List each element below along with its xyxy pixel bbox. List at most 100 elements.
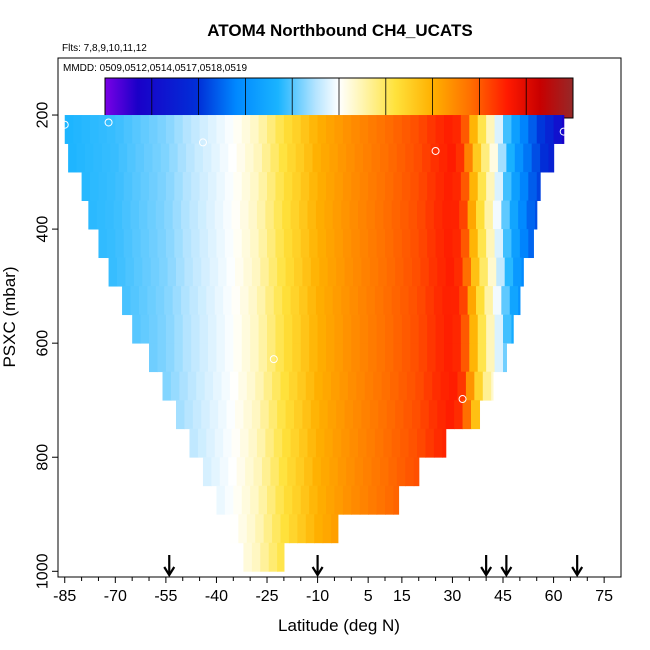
profile-arrow [571,555,584,578]
curtain-cell [450,286,460,316]
curtain-cell [226,400,236,430]
curtain-cell [282,428,292,458]
profile-arrow [163,555,176,578]
curtain-cell [535,200,538,230]
curtain-cell [73,115,83,144]
curtain-cell [133,257,143,287]
curtain-cell [256,200,266,230]
curtain-cell [476,200,486,230]
curtain-cell [519,172,529,201]
curtain-cell [132,172,142,201]
curtain-cell [518,200,528,230]
curtain-cell [514,143,524,173]
curtain-cell [241,172,251,201]
curtain-cell [283,343,293,373]
curtain-cell [272,514,282,544]
curtain-cell [300,172,310,201]
curtain-cell [149,172,159,201]
curtain-cell [199,229,209,259]
curtain-cell [268,400,278,430]
curtain-cell [164,200,174,230]
curtain-cell [149,229,159,259]
profile-arrows [163,555,584,578]
curtain-cell [438,143,448,173]
curtain-cell [199,115,209,144]
curtain-cell [354,457,364,487]
curtain-cell [263,514,273,544]
curtain-cell [208,172,218,201]
curtain-heatmap [64,115,565,572]
curtain-cell [258,229,268,259]
curtain-cell [317,314,327,344]
curtain-cell [405,143,415,173]
curtain-cell [224,229,234,259]
curtain-cell [351,343,361,373]
curtain-cell [295,457,305,487]
curtain-cell [182,172,192,201]
curtain-cell [408,200,418,230]
curtain-cell [226,257,236,287]
curtain-cell [444,229,454,259]
curtain-cell [258,485,268,515]
curtain-cell [118,143,128,173]
y-tick-label: 600 [35,330,52,357]
curtain-cell [400,286,410,316]
curtain-cell [359,343,369,373]
curtain-cell [334,115,344,144]
curtain-cell [115,115,125,144]
curtain-cell [553,115,563,144]
curtain-cell [477,314,487,344]
curtain-cell [444,314,454,344]
curtain-cell [248,286,258,316]
curtain-cell [383,286,393,316]
curtain-cell [393,485,400,515]
curtain-cell [393,229,403,259]
curtain-cell [317,115,327,144]
curtain-cell [474,371,484,401]
curtain-cell [422,143,432,173]
curtain-cell [440,371,450,401]
flights-note: Flts: 7,8,9,10,11,12 [62,43,147,54]
curtain-cell [140,172,150,201]
curtain-cell [336,257,346,287]
curtain-cell [469,229,479,259]
curtain-cell [283,229,293,259]
curtain-cell [101,143,111,173]
curtain-cell [143,143,153,173]
curtain-cell [420,400,430,430]
curtain-cell [256,428,266,458]
y-tick-label: 400 [35,216,52,243]
curtain-cell [334,314,344,344]
curtain-cell [315,286,325,316]
curtain-cell [352,400,363,430]
curtain-cell [98,115,108,144]
curtain-cell [332,200,342,230]
curtain-cell [427,172,437,201]
curtain-cell [428,257,438,287]
curtain-cell [314,514,324,544]
curtain-cell [199,343,209,373]
curtain-cell [216,115,226,144]
curtain-cell [199,314,209,344]
curtain-cell [231,200,241,230]
curtain-cell [201,257,211,287]
curtain-cell [312,457,322,487]
curtain-cell [331,371,341,401]
curtain-cell [376,343,386,373]
curtain-cell [336,400,346,430]
curtain-cell [310,257,320,287]
curtain-cell [309,314,319,344]
curtain-cell [420,257,430,287]
curtain-cell [297,514,307,544]
curtain-cell [135,143,145,173]
curtain-cell [265,428,275,458]
curtain-cell [504,257,514,287]
curtain-cell [174,229,184,259]
curtain-cell [383,428,393,458]
curtain-cell [326,172,336,201]
curtain-cell [223,200,233,230]
curtain-cell [536,172,541,201]
curtain-cell [317,172,327,201]
curtain-cell [224,172,234,201]
curtain-cell [261,457,271,487]
